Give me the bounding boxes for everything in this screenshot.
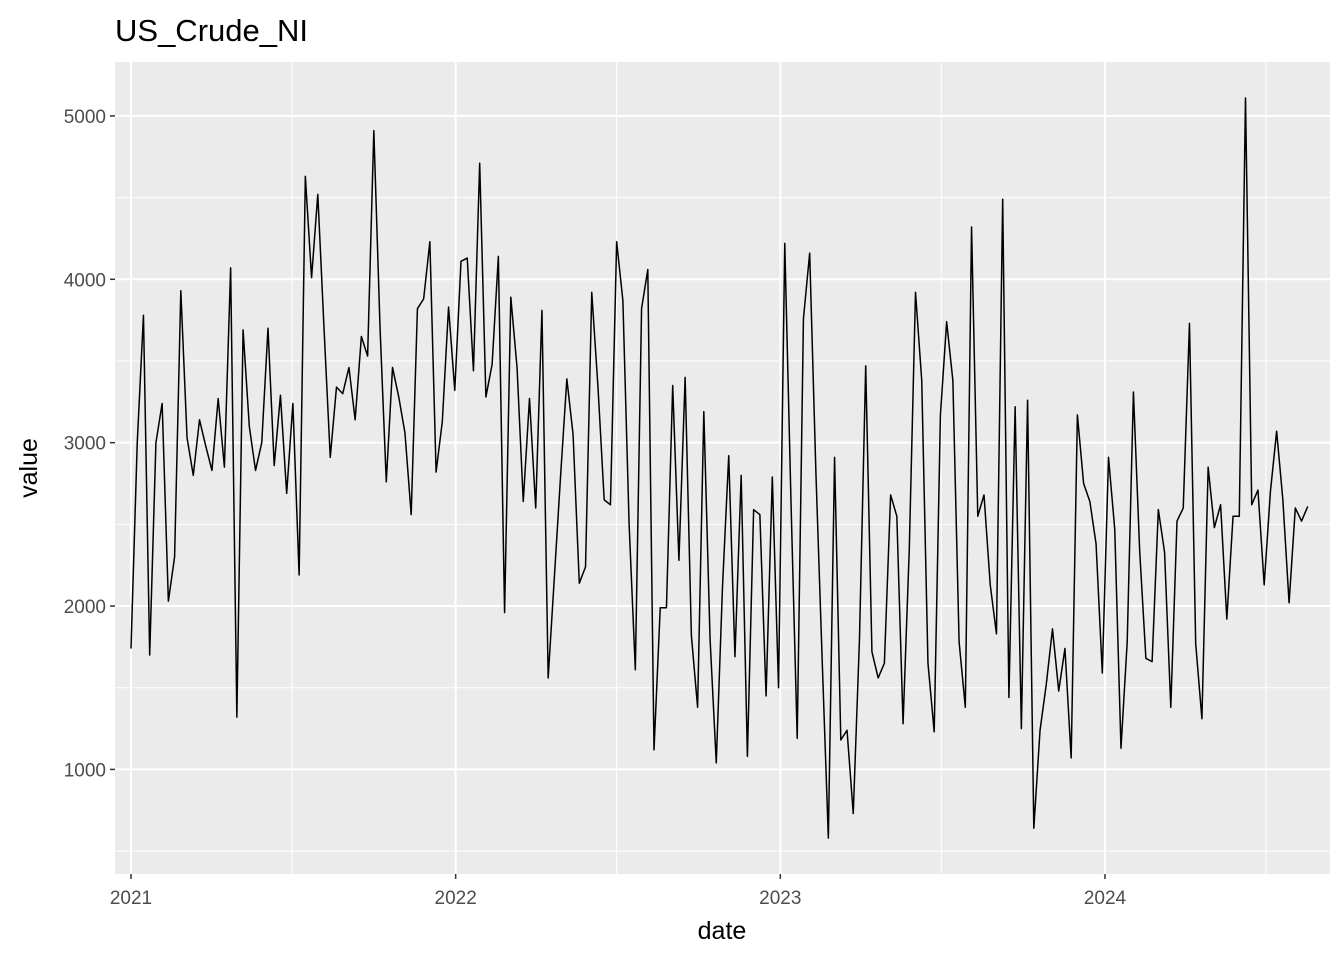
major-gridlines: [115, 62, 1330, 874]
y-tick-label: 3000: [64, 434, 106, 455]
x-tick-label: 2023: [759, 888, 801, 909]
y-axis-title: value: [15, 438, 43, 498]
y-tick-label: 4000: [64, 270, 106, 291]
x-axis-title: date: [698, 917, 747, 945]
y-tick-label: 1000: [64, 760, 106, 781]
x-tick-label: 2021: [110, 888, 152, 909]
chart-title: US_Crude_NI: [115, 13, 308, 48]
series-line: [130, 97, 1309, 839]
plot-panel: [115, 62, 1330, 874]
y-axis: 1000 2000 3000 4000 5000: [64, 107, 115, 781]
y-tick-label: 5000: [64, 107, 106, 128]
x-axis: 2021 2022 2023 2024: [110, 874, 1127, 909]
x-tick-label: 2024: [1084, 888, 1127, 909]
x-tick-label: 2022: [435, 888, 477, 909]
y-tick-label: 2000: [64, 597, 106, 618]
